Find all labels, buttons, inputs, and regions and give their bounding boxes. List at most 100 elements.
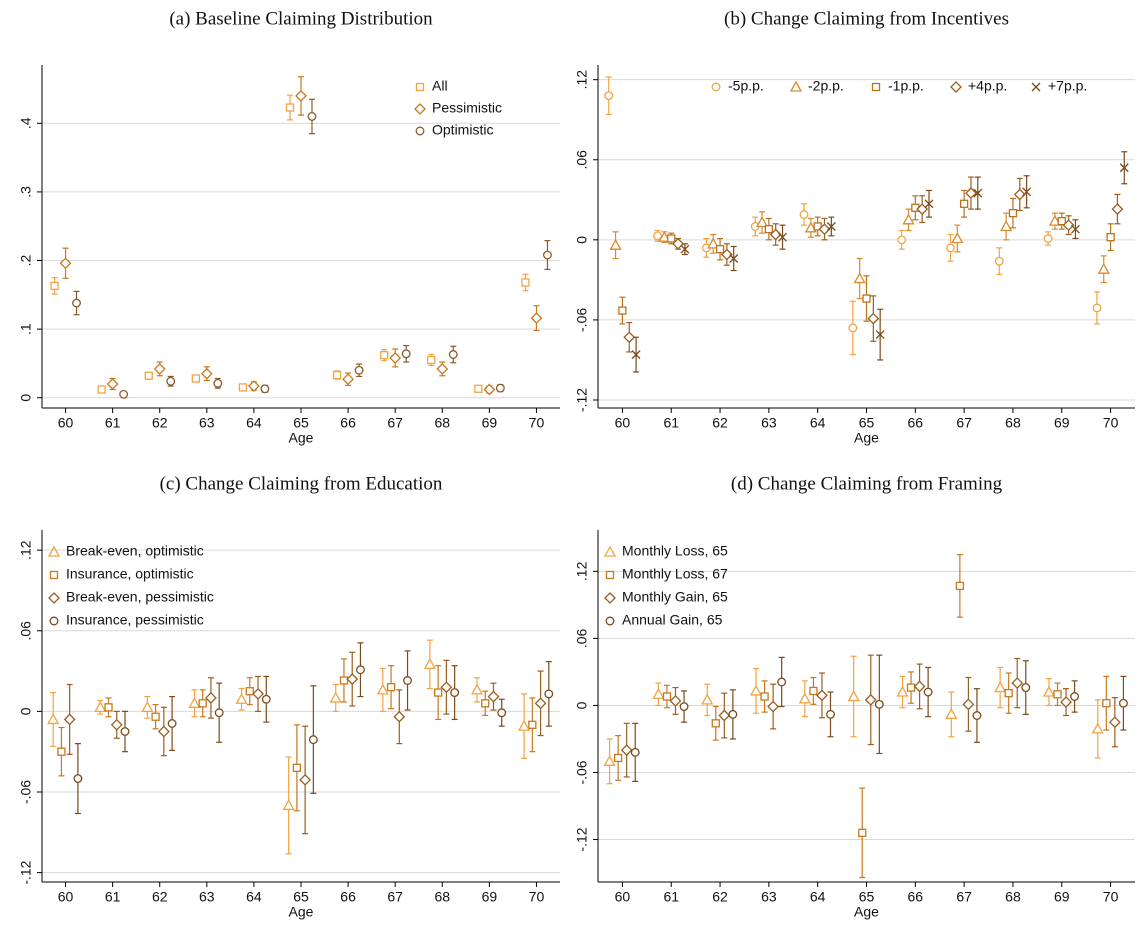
marker (631, 350, 641, 360)
y-tick-label: .1 (18, 323, 34, 335)
marker (483, 383, 496, 396)
legend-marker (415, 126, 425, 136)
x-tick-label: 69 (1054, 889, 1070, 905)
legend-label: -5p.p. (728, 78, 764, 94)
marker (346, 673, 359, 686)
chart-title: (b) Change Claiming from Incentives (724, 8, 1009, 29)
marker (339, 676, 349, 685)
marker (1048, 214, 1062, 226)
marker (285, 103, 295, 112)
x-tick-label: 67 (387, 415, 403, 431)
marker (1022, 187, 1032, 197)
x-tick-label: 69 (482, 415, 498, 431)
marker (205, 692, 217, 704)
marker (200, 367, 213, 380)
x-tick-label: 68 (434, 889, 450, 905)
marker (923, 687, 933, 697)
legend-label: -1p.p. (888, 78, 924, 94)
marker (528, 720, 537, 729)
y-tick-label: .06 (574, 628, 590, 648)
x-axis-label: Age (289, 430, 314, 446)
x-tick-label: 62 (712, 415, 728, 431)
x-tick-label: 60 (58, 415, 74, 431)
marker (798, 692, 811, 704)
x-tick-label: 68 (1005, 415, 1021, 431)
marker (106, 378, 119, 390)
marker (1119, 163, 1129, 173)
marker (97, 385, 106, 394)
x-tick-label: 68 (434, 415, 450, 431)
x-tick-label: 63 (761, 889, 777, 905)
legend-marker (605, 570, 615, 580)
x-tick-label: 65 (293, 415, 309, 431)
marker (292, 763, 302, 772)
marker (896, 685, 909, 697)
marker (658, 230, 671, 242)
marker (672, 237, 684, 250)
marker (1013, 188, 1026, 201)
marker (474, 384, 483, 393)
marker (816, 689, 828, 702)
marker (613, 753, 623, 763)
marker (470, 683, 484, 695)
y-tick-label: .3 (18, 186, 34, 198)
marker (144, 371, 153, 380)
x-tick-label: 63 (199, 889, 215, 905)
x-tick-label: 65 (859, 415, 875, 431)
x-tick-label: 64 (246, 889, 262, 905)
marker (1060, 696, 1072, 709)
legend-label: Break-even, optimistic (66, 543, 204, 559)
marker (247, 380, 260, 392)
x-tick-label: 69 (1054, 415, 1070, 431)
marker (299, 773, 312, 786)
x-tick-label: 62 (712, 889, 728, 905)
marker (652, 687, 665, 699)
legend-label: Monthly Loss, 65 (622, 543, 728, 559)
y-tick-label: .12 (18, 540, 34, 560)
marker (720, 248, 733, 261)
x-tick-label: 60 (58, 889, 74, 905)
marker (951, 232, 964, 244)
x-tick-label: 67 (956, 889, 972, 905)
marker (50, 281, 59, 291)
marker (213, 378, 223, 388)
marker (517, 719, 531, 731)
marker (332, 370, 342, 380)
legend-label: Monthly Loss, 67 (622, 566, 728, 582)
marker (749, 684, 763, 696)
marker (973, 188, 983, 198)
marker (623, 331, 636, 344)
marker (1097, 262, 1110, 274)
marker (119, 389, 129, 399)
x-tick-label: 60 (615, 415, 631, 431)
x-tick-label: 62 (152, 415, 168, 431)
marker (47, 713, 60, 725)
marker (609, 238, 622, 250)
marker (403, 676, 412, 685)
marker (120, 727, 130, 736)
x-tick-label: 69 (482, 889, 498, 905)
marker (386, 683, 396, 692)
legend-marker (789, 80, 803, 92)
marker (376, 683, 389, 695)
marker (534, 697, 547, 710)
marker (59, 257, 72, 270)
legend-marker (950, 81, 962, 93)
legend-marker (415, 82, 425, 92)
marker (354, 365, 364, 375)
marker (450, 688, 460, 698)
marker (238, 383, 248, 392)
x-tick-label: 63 (761, 415, 777, 431)
marker (542, 250, 552, 260)
chart-title: (c) Change Claiming from Education (160, 473, 443, 494)
marker (972, 711, 982, 720)
x-axis-label: Age (289, 904, 314, 920)
legend-marker (414, 103, 426, 115)
marker (427, 355, 436, 365)
marker (679, 702, 689, 712)
legend-marker (711, 82, 721, 92)
y-tick-label: .06 (18, 621, 34, 641)
marker (245, 687, 254, 696)
marker (235, 692, 248, 704)
